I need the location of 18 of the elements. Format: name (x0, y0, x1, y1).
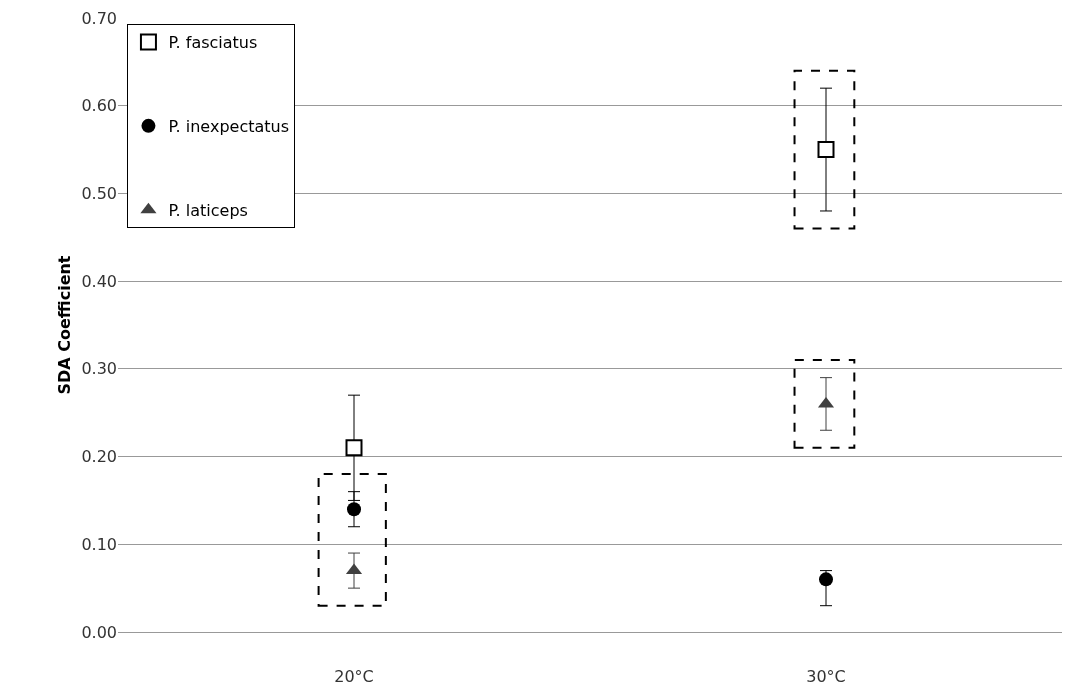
y-tick-label: 0.20 (81, 447, 117, 467)
point (345, 439, 363, 457)
y-tick-label: 0.50 (81, 184, 117, 204)
point (819, 572, 833, 587)
y-tick-label: 0.70 (81, 8, 117, 28)
point (817, 141, 835, 159)
x-tick-label: 20°C (334, 667, 374, 687)
y-tick-label: 0.30 (81, 359, 117, 379)
y-tick-label: 0.10 (81, 534, 117, 554)
y-tick-label: 0.60 (81, 96, 117, 116)
point (347, 502, 361, 517)
x-tick-label: 30°C (806, 667, 846, 687)
y-axis-title: SDA Coefficient (55, 255, 75, 395)
y-tick-label: 0.40 (81, 271, 117, 291)
legend-label: P. fasciatus (168, 33, 258, 53)
legend-label: P. inexpectatus (168, 117, 290, 137)
y-tick-label: 0.00 (81, 622, 117, 642)
legend-label: P. laticeps (168, 200, 248, 220)
